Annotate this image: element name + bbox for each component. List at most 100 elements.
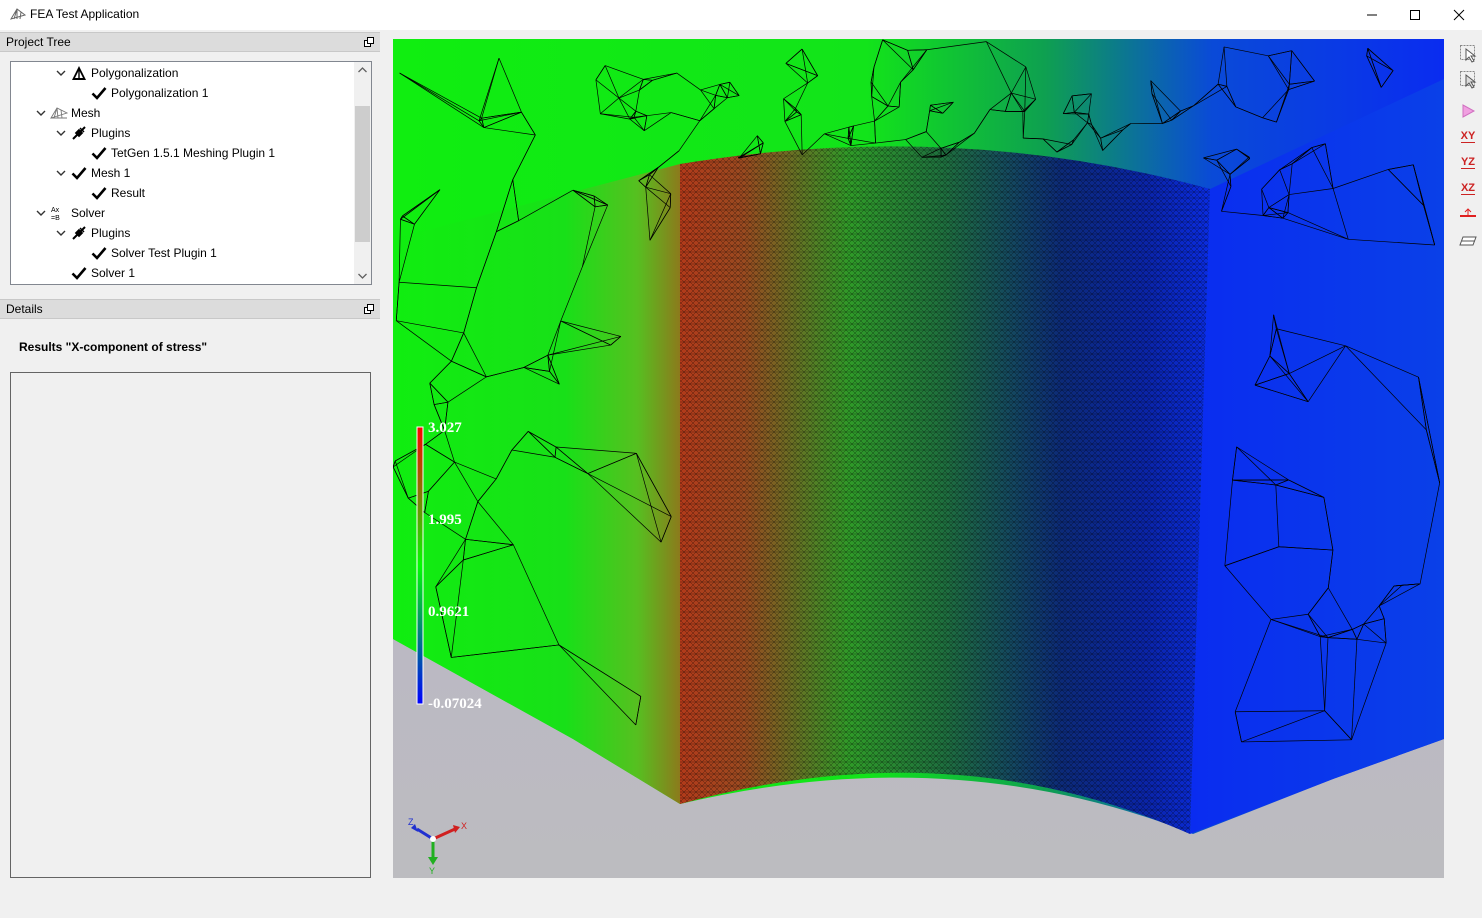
chevron-down-icon[interactable] <box>53 70 69 77</box>
tree-item-label: Polygonalization <box>91 66 179 80</box>
view-xy-button[interactable]: XY <box>1455 125 1481 149</box>
tree-item[interactable]: Polygonalization 1 <box>73 83 208 103</box>
render-viewport[interactable]: X Z Y 3.027 1.995 0.9621 -0.07024 <box>393 39 1444 878</box>
mesh-edge <box>959 132 975 143</box>
tree-item[interactable]: TetGen 1.5.1 Meshing Plugin 1 <box>73 143 275 163</box>
mesh-edge <box>1261 189 1270 208</box>
mesh-edge <box>478 111 522 122</box>
tree-item[interactable]: Result <box>73 183 145 203</box>
mesh-edge <box>1262 89 1289 119</box>
mesh-edge <box>989 109 1006 112</box>
block-right-face <box>1190 79 1444 834</box>
mesh-edge <box>1363 618 1385 625</box>
mesh-edge <box>547 344 611 356</box>
chevron-down-icon[interactable] <box>53 130 69 137</box>
tree-item[interactable]: Polygonalization <box>53 63 178 83</box>
chevron-down-icon[interactable] <box>53 170 69 177</box>
mesh-edge <box>435 586 452 658</box>
mesh-edge <box>633 111 637 118</box>
mesh-edge <box>1291 143 1326 165</box>
float-panel-icon[interactable] <box>364 303 374 317</box>
mesh-edge <box>444 402 449 431</box>
mesh-edge <box>547 336 621 356</box>
tree-item[interactable]: Mesh 1 <box>53 163 130 183</box>
mesh-edge <box>1275 479 1289 486</box>
scroll-up-icon[interactable] <box>354 62 371 78</box>
mesh-edge <box>1056 139 1074 153</box>
mesh-edge <box>481 111 522 119</box>
scroll-down-icon[interactable] <box>354 268 371 284</box>
mesh-edge <box>1279 169 1290 195</box>
mesh-edge <box>618 97 637 112</box>
tree-item[interactable]: Plugins <box>53 223 130 243</box>
mesh-edge <box>1074 93 1092 113</box>
mesh-edge <box>1366 55 1394 71</box>
mesh-edge <box>1151 93 1163 124</box>
mesh-edge <box>887 82 901 107</box>
mesh-edge <box>498 58 522 113</box>
mesh-edge <box>511 449 556 458</box>
mesh-edge <box>900 49 928 83</box>
mesh-edge <box>1162 119 1172 124</box>
mesh-edge <box>727 95 740 99</box>
select-area-icon[interactable] <box>1455 67 1481 91</box>
clip-plane-icon[interactable] <box>1455 229 1481 253</box>
mesh-edge <box>604 65 620 99</box>
mesh-edge <box>1268 55 1290 85</box>
tree-item[interactable]: Mesh <box>33 103 100 123</box>
mesh-edge <box>1229 174 1232 187</box>
view-xz-button[interactable]: XZ <box>1455 177 1481 201</box>
float-panel-icon[interactable] <box>364 36 374 50</box>
tree-item[interactable]: Plugins <box>53 123 130 143</box>
tree-item-label: Solver Test Plugin 1 <box>111 246 217 260</box>
mesh-edge <box>402 215 415 225</box>
mesh-edge <box>393 466 409 499</box>
iso-view-icon[interactable] <box>1455 99 1481 123</box>
mesh-edge <box>582 206 596 267</box>
tree-item-label: Solver 1 <box>91 266 136 280</box>
mesh-edge <box>556 446 637 454</box>
chevron-down-icon[interactable] <box>33 210 49 217</box>
mesh-edge <box>1289 80 1315 85</box>
tree-scrollbar[interactable] <box>354 62 371 284</box>
project-tree-title: Project Tree <box>6 35 71 49</box>
close-button[interactable] <box>1436 0 1482 30</box>
tree-item[interactable]: Solver Test Plugin 1 <box>73 243 217 263</box>
mesh-edge <box>1221 174 1231 212</box>
mesh-edge <box>1216 160 1232 187</box>
minimize-button[interactable] <box>1349 0 1395 30</box>
select-icon[interactable] <box>1455 41 1481 65</box>
mesh-edge <box>447 376 487 403</box>
mesh-edge <box>871 67 875 97</box>
mesh-edge <box>1010 66 1027 94</box>
chevron-down-icon[interactable] <box>53 230 69 237</box>
mesh-edge <box>882 39 908 51</box>
svg-text:Ax: Ax <box>51 207 60 214</box>
project-tree[interactable]: Polygonalization Polygonalization 1 Mesh Pl… <box>10 61 372 285</box>
view-yz-button[interactable]: YZ <box>1455 151 1481 175</box>
mesh-edge <box>646 112 672 117</box>
mesh-edge <box>1221 210 1264 216</box>
mesh-edge <box>801 133 825 156</box>
mesh-edge <box>1282 217 1349 240</box>
tree-item-label: Polygonalization 1 <box>111 86 209 100</box>
mesh-edge <box>1217 83 1237 108</box>
scroll-thumb[interactable] <box>355 106 370 242</box>
tree-item[interactable]: Ax =B Solver <box>33 203 105 223</box>
tree-item[interactable]: Solver 1 <box>53 263 135 283</box>
chevron-down-icon[interactable] <box>33 110 49 117</box>
view-xz-label: XZ <box>1460 182 1476 195</box>
mesh-edge <box>900 69 914 83</box>
mesh-edge <box>558 644 641 697</box>
legend-label-max: 3.027 <box>428 420 462 436</box>
mesh-edge <box>1419 482 1441 584</box>
mesh-edge <box>1268 50 1292 57</box>
mesh-edge <box>1224 480 1233 566</box>
mesh-edge <box>783 98 786 122</box>
section-plane-icon[interactable] <box>1455 203 1481 227</box>
mesh-edge <box>1378 605 1385 619</box>
mesh-edge <box>1269 355 1309 402</box>
mesh-edge <box>643 115 648 131</box>
maximize-button[interactable] <box>1392 0 1438 30</box>
mesh-edge <box>454 461 497 480</box>
